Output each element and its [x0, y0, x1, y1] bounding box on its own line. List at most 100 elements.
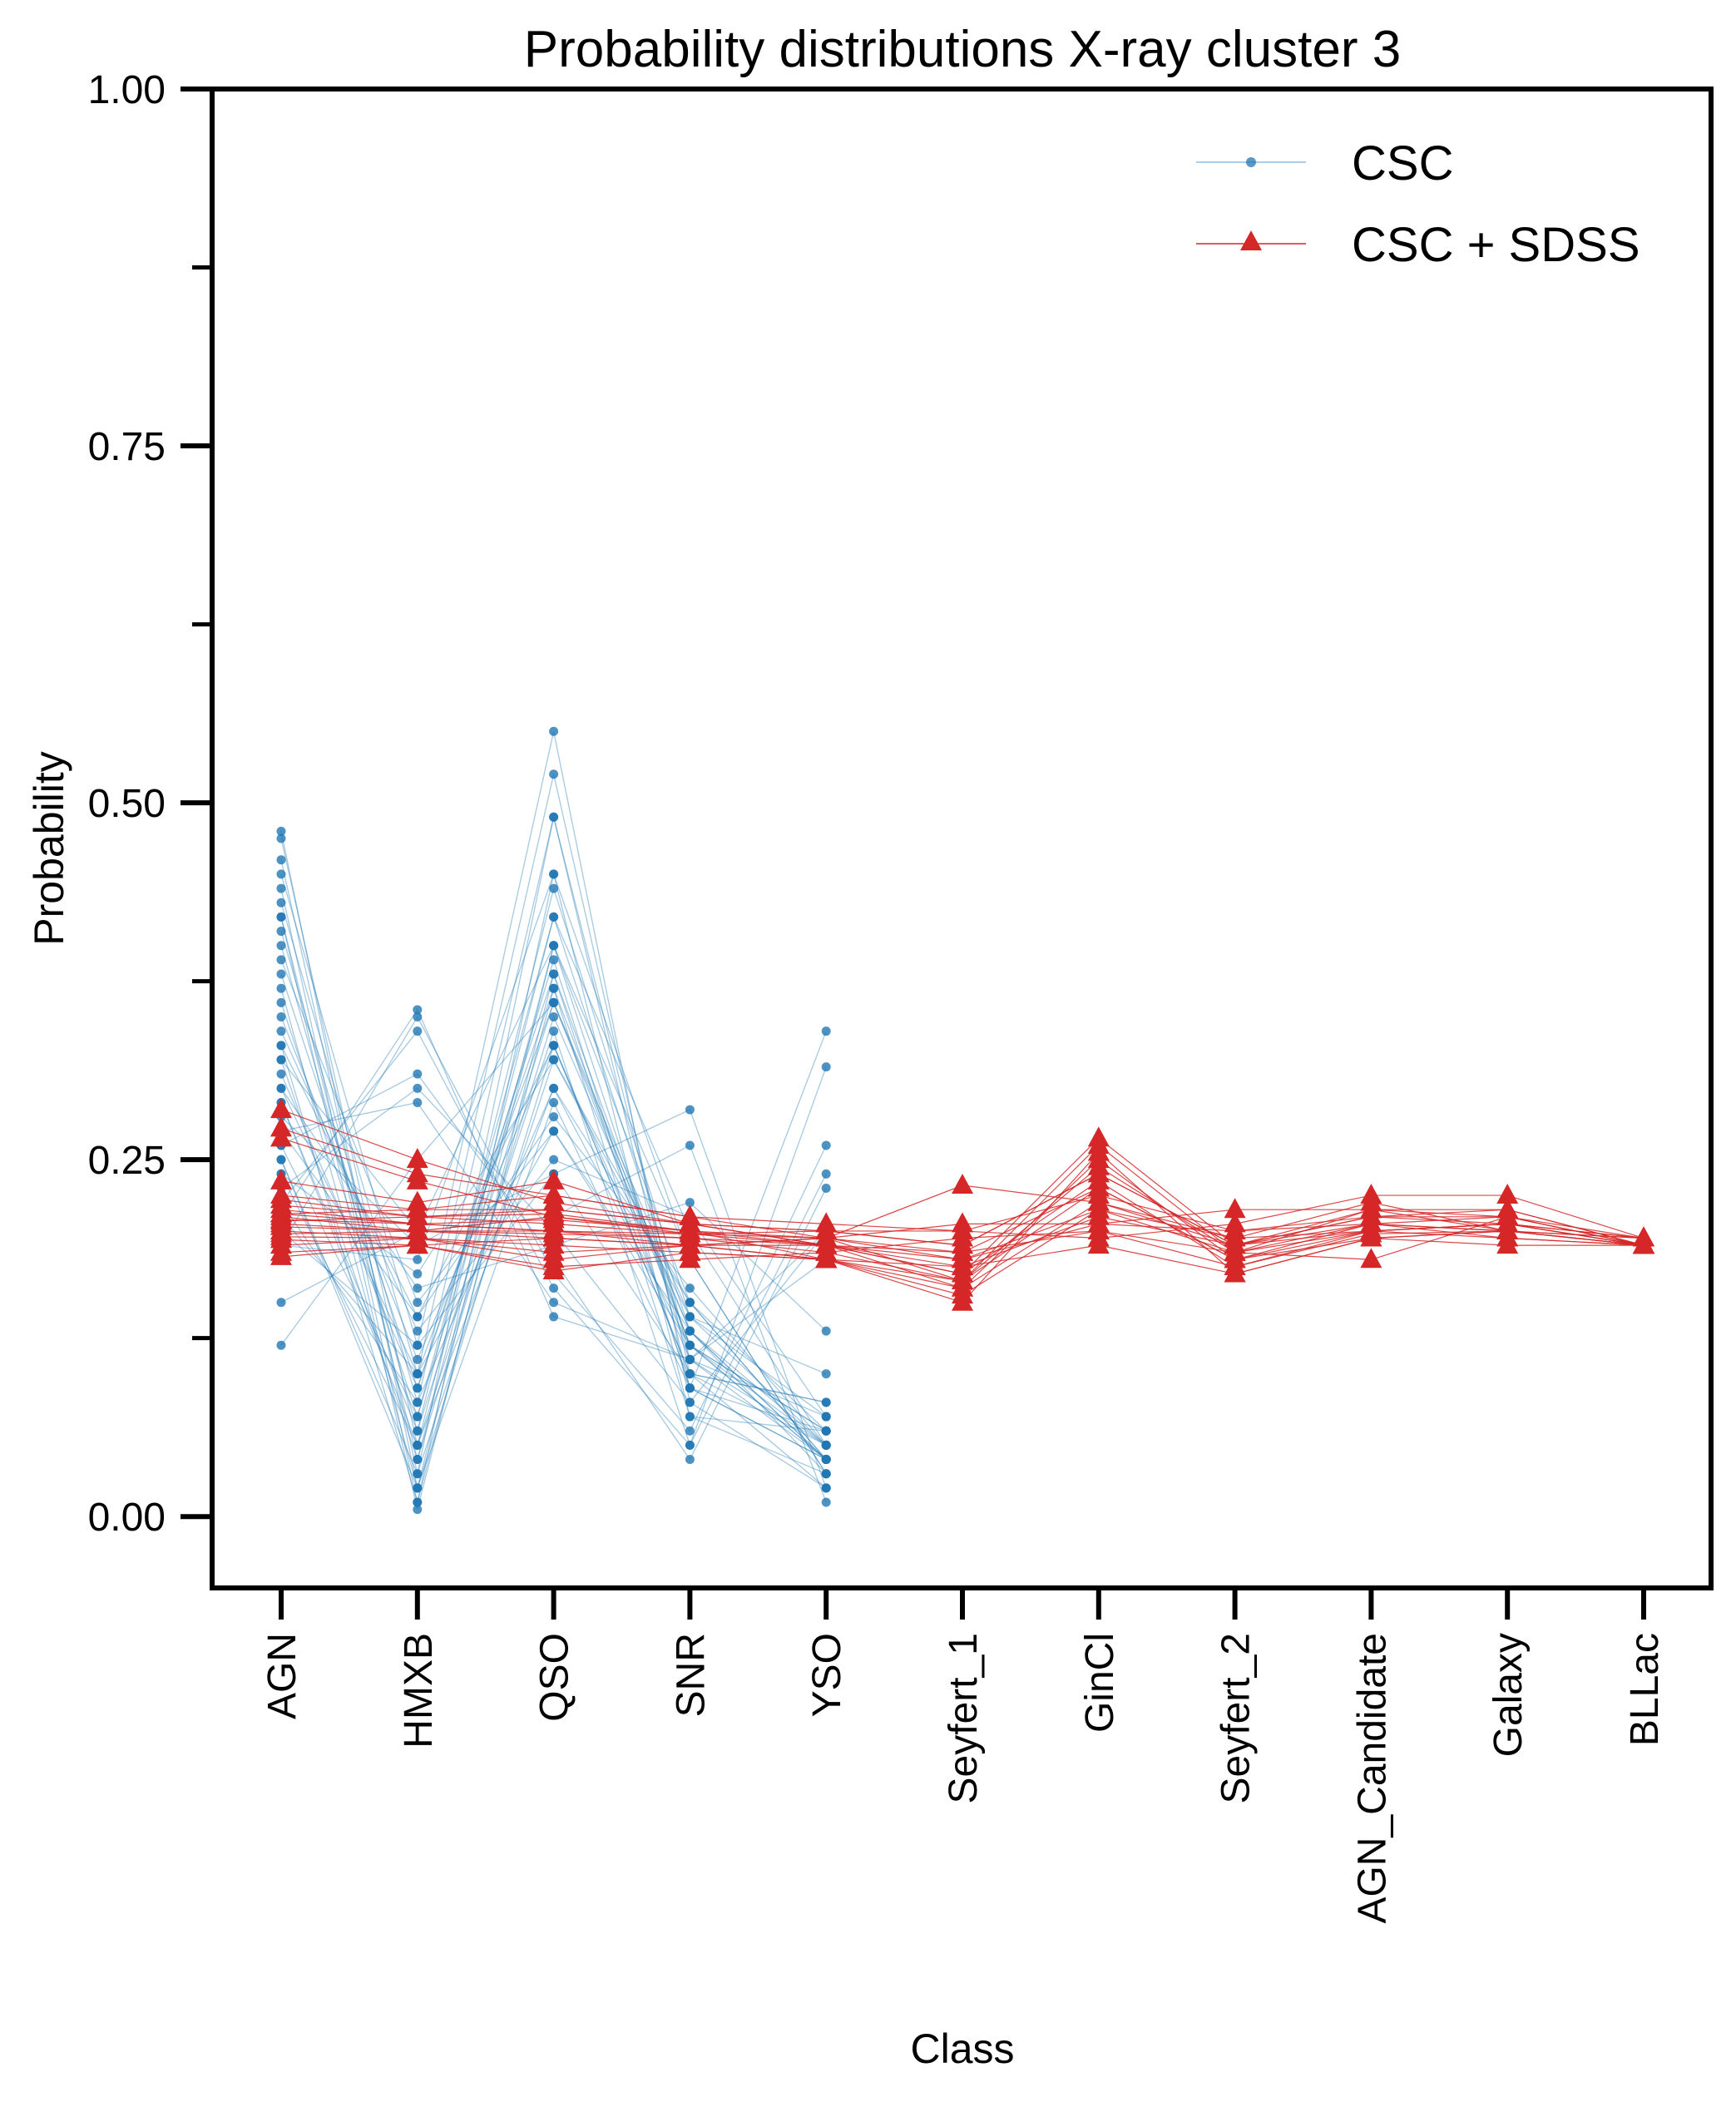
csc-point — [413, 1455, 423, 1465]
csc-point — [276, 1069, 286, 1079]
csc-point — [276, 941, 286, 951]
csc-point — [276, 997, 286, 1007]
y-axis: 0.00 0.25 0.50 0.75 1.00 — [88, 68, 212, 1540]
x-tick-label: QSO — [533, 1633, 577, 1722]
legend-entry-csc[interactable]: CSC — [1196, 136, 1453, 190]
legend[interactable]: CSC CSC + SDSS — [1196, 136, 1640, 272]
legend-csc-marker — [1246, 157, 1256, 167]
csc-point — [413, 1397, 423, 1407]
y-tick-label: 0.50 — [88, 782, 166, 826]
csc-point — [821, 1183, 831, 1193]
csc-point — [276, 912, 286, 922]
x-tick-label: SNR — [669, 1633, 713, 1717]
csc-point — [413, 1369, 423, 1379]
csc-point — [276, 826, 286, 836]
csc-sdss-point — [1360, 1248, 1382, 1269]
csc-sdss-point — [1496, 1184, 1519, 1204]
csc-point — [821, 1483, 831, 1493]
csc-sdss-point — [406, 1234, 428, 1254]
y-tick-label: 0.00 — [88, 1496, 166, 1540]
y-tick-label: 0.25 — [88, 1139, 166, 1183]
csc-point — [685, 1412, 695, 1422]
csc-point — [549, 1055, 559, 1065]
csc-point — [549, 1283, 559, 1293]
csc-point — [685, 1354, 695, 1364]
x-axis: AGN HMXB QSO SNR YSO Seyfert_1 GinCl Seyfert_2 A… — [260, 1588, 1667, 1924]
csc-sdss-point — [542, 1248, 565, 1269]
legend-csc-label: CSC — [1352, 136, 1453, 190]
plot-frame — [210, 87, 1714, 1590]
legend-entry-csc-sdss[interactable]: CSC + SDSS — [1196, 218, 1640, 272]
x-tick-label: GinCl — [1078, 1633, 1122, 1733]
csc-sdss-point — [952, 1219, 973, 1239]
csc-point — [413, 1298, 423, 1308]
csc-point — [821, 1497, 831, 1507]
csc-source-line — [280, 838, 827, 1461]
csc-sdss-point — [952, 1283, 973, 1304]
csc-point — [276, 983, 286, 993]
csc-point — [413, 1254, 423, 1264]
csc-point — [413, 1283, 423, 1293]
csc-point — [276, 1026, 286, 1036]
csc-sdss-point — [952, 1269, 973, 1290]
x-tick-label: AGN — [260, 1633, 304, 1719]
csc-point — [276, 1083, 286, 1093]
csc-point — [276, 1340, 286, 1350]
csc-sdss-point — [542, 1226, 565, 1247]
csc-point — [413, 1354, 423, 1364]
csc-point — [821, 1469, 831, 1479]
csc-point — [685, 1426, 695, 1436]
chart-title: Probability distributions X-ray cluster … — [524, 21, 1401, 78]
csc-point — [549, 812, 559, 822]
csc-point — [276, 969, 286, 979]
legend-csc-sdss-label: CSC + SDSS — [1352, 218, 1640, 272]
csc-point — [413, 1505, 423, 1515]
csc-sdss-point — [270, 1098, 292, 1119]
csc-sdss-point — [270, 1244, 292, 1265]
csc-sdss-point — [406, 1148, 428, 1169]
csc-sdss-point — [270, 1116, 292, 1137]
csc-sdss-point — [1633, 1234, 1654, 1254]
csc-point — [549, 955, 559, 965]
csc-point — [685, 1369, 695, 1379]
csc-sdss-point — [1224, 1219, 1246, 1239]
csc-point — [276, 927, 286, 937]
csc-point — [821, 1326, 831, 1336]
csc-sdss-point — [270, 1209, 292, 1229]
csc-point — [413, 1326, 423, 1336]
csc-point — [549, 912, 559, 922]
csc-point — [276, 869, 286, 879]
csc-point — [549, 769, 559, 779]
csc-sdss-point — [270, 1126, 292, 1147]
csc-point — [413, 1497, 423, 1507]
x-tick-label: HMXB — [397, 1633, 441, 1748]
csc-sdss-point — [1087, 1162, 1110, 1183]
csc-source-line — [280, 1059, 827, 1503]
csc-point — [685, 1383, 695, 1393]
csc-sdss-point — [815, 1219, 838, 1239]
csc-point — [549, 969, 559, 979]
csc-point — [276, 883, 286, 893]
csc-sdss-point — [1087, 1184, 1110, 1204]
csc-point — [685, 1105, 695, 1115]
csc-point — [821, 1369, 831, 1379]
csc-point — [821, 1026, 831, 1036]
csc-point — [413, 1083, 423, 1093]
csc-sdss-point — [815, 1248, 838, 1269]
csc-sdss-point — [1224, 1234, 1246, 1254]
csc-point — [821, 1426, 831, 1436]
csc-sdss-point — [1496, 1204, 1519, 1225]
csc-point — [685, 1140, 695, 1150]
csc-point — [549, 869, 559, 879]
csc-point — [821, 1455, 831, 1465]
csc-point — [413, 1026, 423, 1036]
csc-sdss-point — [542, 1184, 565, 1204]
csc-point — [549, 1097, 559, 1107]
x-tick-label: AGN_Candidate — [1350, 1633, 1394, 1924]
csc-point — [276, 898, 286, 908]
csc-point — [413, 1412, 423, 1422]
csc-sdss-point — [952, 1174, 973, 1194]
csc-point — [821, 1412, 831, 1422]
csc-point — [276, 1298, 286, 1308]
